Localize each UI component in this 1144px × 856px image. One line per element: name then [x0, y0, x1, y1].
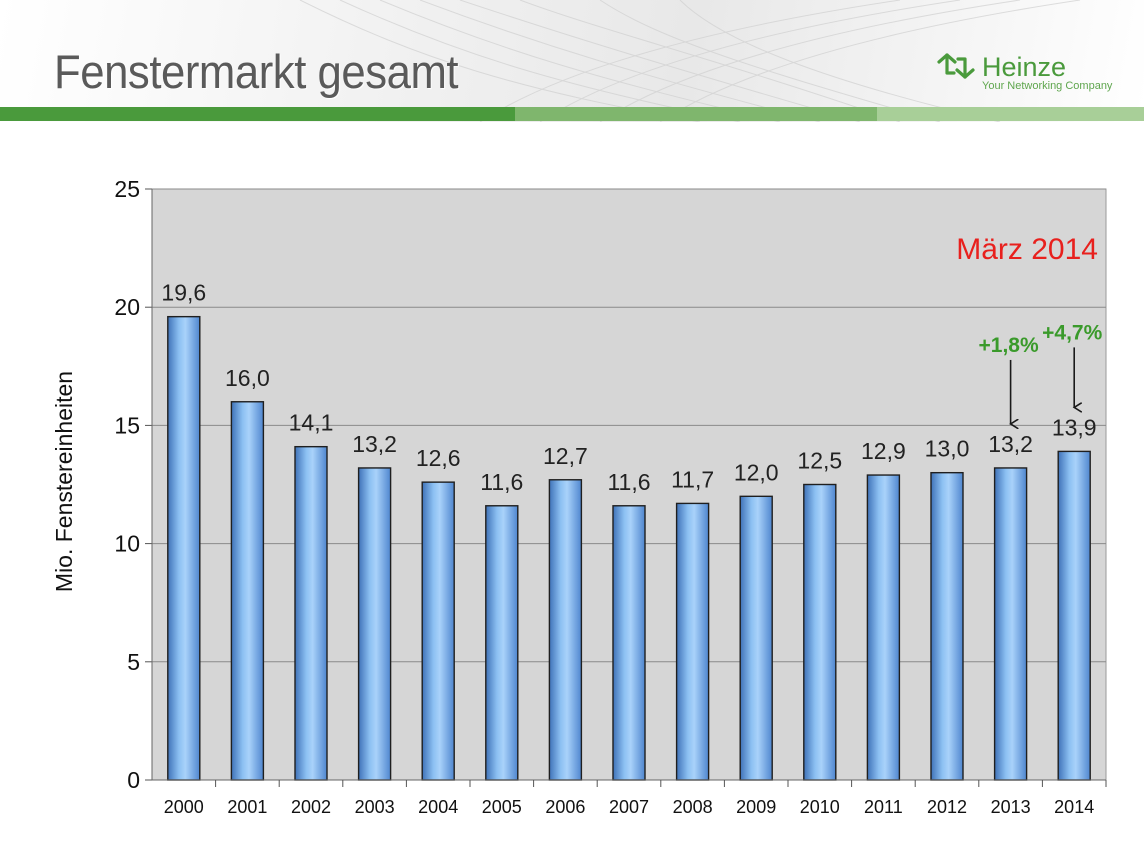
bar-2001: [230, 401, 265, 781]
heinze-arrows-icon: [937, 53, 975, 79]
y-axis-title: Mio. Fenstereinheiten: [51, 371, 77, 592]
value-label-2009: 12,0: [734, 459, 779, 485]
bar-2014: [1057, 450, 1091, 781]
value-label-2003: 13,2: [352, 431, 397, 457]
bar-2013: [993, 467, 1028, 781]
value-label-2001: 16,0: [225, 365, 270, 391]
bar-2004: [421, 481, 455, 781]
x-tick-label-2007: 2007: [609, 797, 649, 817]
x-tick-label-2001: 2001: [227, 797, 267, 817]
value-label-2002: 14,1: [289, 410, 334, 436]
y-tick-label: 20: [114, 294, 140, 320]
annotation-label-2014: +4,7%: [1042, 321, 1102, 344]
chart-note: März 2014: [956, 233, 1098, 266]
header-band-light: [877, 107, 1144, 121]
bar-2012: [930, 471, 964, 781]
page-title: Fenstermarkt gesamt: [54, 45, 459, 98]
bar-2006: [548, 479, 583, 781]
value-label-2007: 11,6: [607, 469, 650, 495]
x-tick-label-2010: 2010: [800, 797, 840, 817]
logo-name: Heinze: [982, 52, 1067, 82]
x-tick-label-2012: 2012: [927, 797, 967, 817]
bar-2011: [866, 474, 901, 781]
x-tick-label-2002: 2002: [291, 797, 331, 817]
bar-2002: [294, 445, 328, 781]
header-band-mid: [515, 107, 877, 121]
bar-2010: [803, 483, 837, 781]
x-tick-label-2011: 2011: [864, 797, 903, 817]
value-label-2005: 11,6: [480, 469, 523, 495]
value-label-2000: 19,6: [161, 280, 206, 306]
bar-2008: [675, 502, 710, 781]
x-tick-label-2000: 2000: [164, 797, 204, 817]
x-tick-label-2005: 2005: [482, 797, 522, 817]
x-tick-label-2014: 2014: [1054, 797, 1094, 817]
x-tick-label-2003: 2003: [355, 797, 395, 817]
value-label-2010: 12,5: [797, 448, 842, 474]
y-tick-label: 0: [127, 767, 140, 793]
header-band-dark: [0, 107, 515, 121]
x-tick-label-2008: 2008: [673, 797, 713, 817]
value-label-2013: 13,2: [988, 431, 1033, 457]
value-label-2012: 13,0: [925, 436, 970, 462]
x-tick-label-2009: 2009: [736, 797, 776, 817]
y-tick-label: 25: [114, 176, 140, 202]
logo-tagline: Your Networking Company: [982, 80, 1113, 92]
x-tick-label-2004: 2004: [418, 797, 458, 817]
x-tick-label-2013: 2013: [991, 797, 1031, 817]
value-label-2011: 12,9: [861, 438, 906, 464]
value-label-2006: 12,7: [543, 443, 588, 469]
value-label-2004: 12,6: [416, 445, 461, 471]
value-label-2008: 11,7: [671, 466, 714, 492]
heinze-logo: Heinze Your Networking Company: [936, 50, 1136, 96]
value-label-2014: 13,9: [1052, 414, 1097, 440]
bar-2000: [167, 315, 201, 781]
bar-2005: [485, 505, 519, 781]
x-tick-label-2006: 2006: [545, 797, 585, 817]
y-tick-label: 5: [127, 649, 140, 675]
annotation-label-2013: +1,8%: [979, 334, 1039, 357]
bar-2007: [612, 505, 646, 781]
slide-header: Fenstermarkt gesamt Heinze Your Networki…: [0, 0, 1144, 122]
header-line-pattern: [299, 0, 1081, 122]
y-tick-label: 10: [114, 531, 140, 557]
bar-2003: [357, 467, 392, 781]
y-tick-label: 15: [114, 412, 140, 438]
bar-2009: [739, 495, 773, 781]
